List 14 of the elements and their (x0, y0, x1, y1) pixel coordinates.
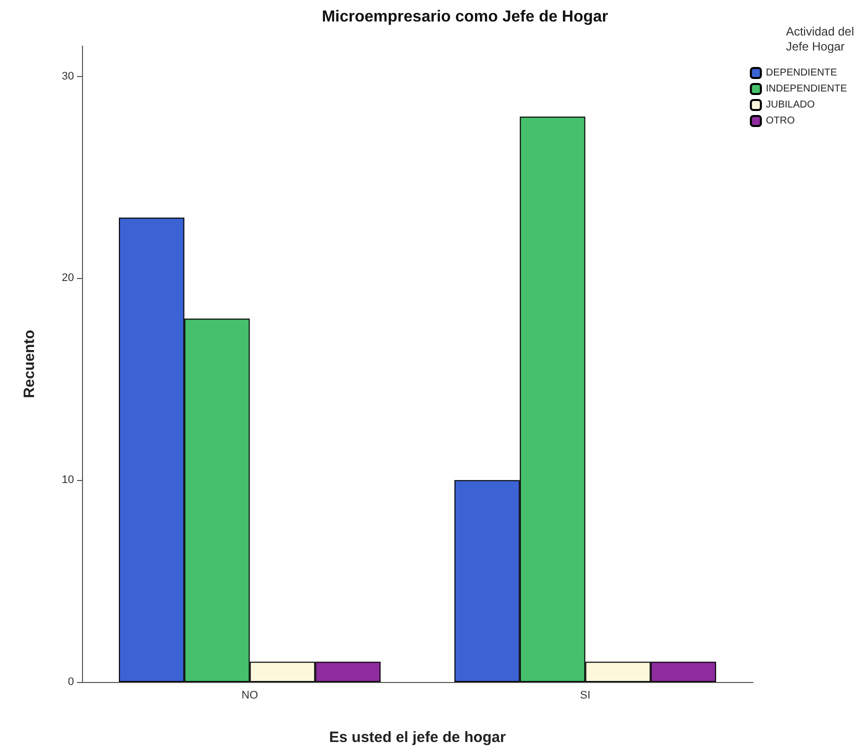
y-tick-label: 10 (62, 474, 74, 486)
x-axis-title: Es usted el jefe de hogar (329, 729, 506, 746)
y-tick-label: 20 (62, 272, 74, 284)
legend-label: OTRO (766, 116, 795, 126)
legend-label: JUBILADO (766, 100, 815, 110)
x-tick-label: SI (580, 690, 590, 702)
y-axis-title: Recuento (21, 330, 38, 398)
legend-title: Actividad del Jefe Hogar (786, 24, 854, 54)
legend-label: INDEPENDIENTE (766, 84, 848, 94)
y-tick-label: 0 (68, 676, 74, 688)
x-tick-label: NO (242, 690, 258, 702)
chart-title: Microempresario como Jefe de Hogar (322, 8, 608, 26)
legend-label: DEPENDIENTE (766, 68, 838, 78)
y-tick-label: 30 (62, 70, 74, 82)
